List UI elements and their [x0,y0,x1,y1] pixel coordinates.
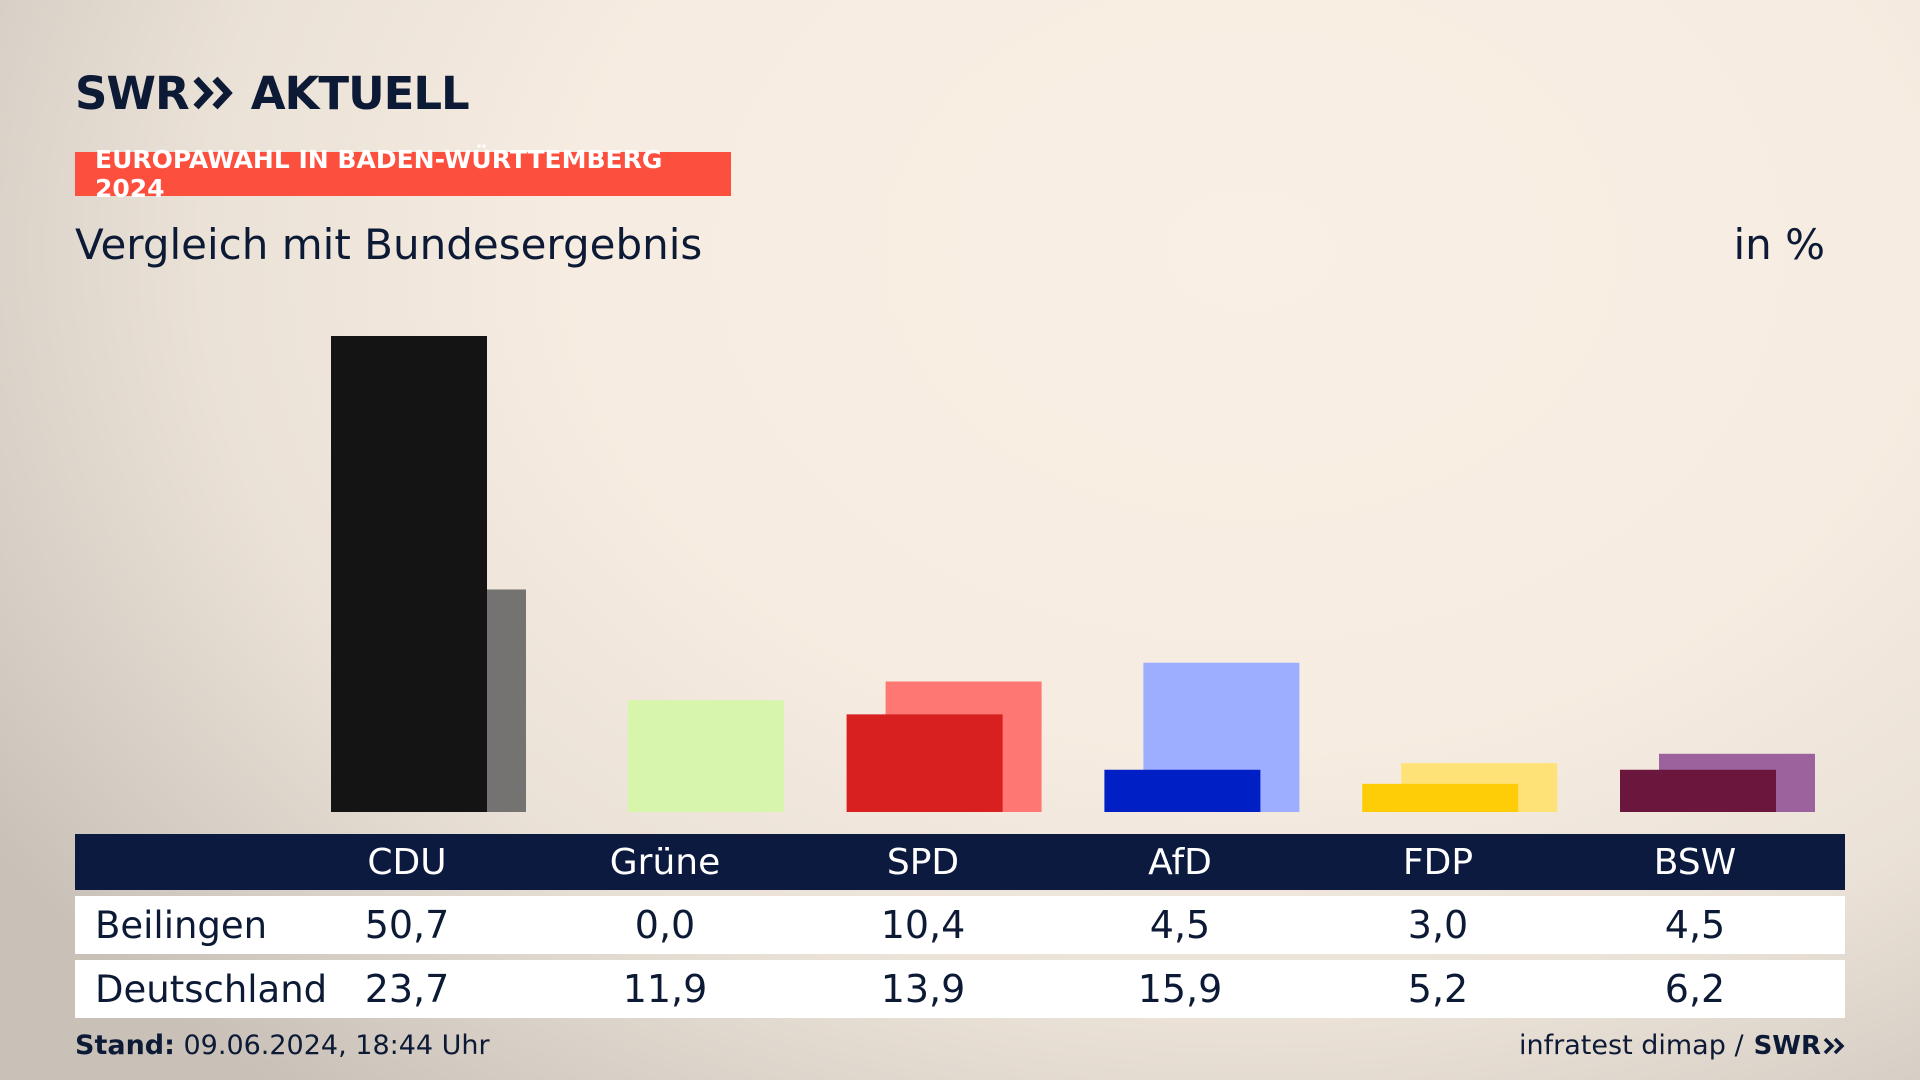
timestamp: Stand: 09.06.2024, 18:44 Uhr [75,1030,490,1061]
table-cell: 5,2 [1407,967,1469,1011]
header-gruene: Grüne [609,841,721,883]
stand-label: Stand: [75,1030,175,1061]
table-cell: 13,9 [880,967,966,1011]
table-cell: 0,0 [634,903,696,947]
table-cell: 4,5 [1149,903,1211,947]
row-label: Deutschland [95,967,328,1011]
results-table: CDU Grüne SPD AfD FDP BSW Beilingen 50,7… [75,834,1845,1018]
unit-label: in % [1733,220,1825,269]
table-cell: 10,4 [880,903,966,947]
header-bsw: BSW [1653,841,1737,883]
bar-bsw-beilingen [1620,769,1776,812]
table-header: CDU Grüne SPD AfD FDP BSW [75,834,1845,890]
source-credit: infratest dimap / SWR [1519,1030,1845,1061]
logo-text-swr: SWR [75,66,190,120]
table-cell: 50,7 [364,903,450,947]
bar-afd-beilingen [1104,769,1261,812]
swr-aktuell-logo: SWR AKTUELL [75,66,470,120]
header-spd: SPD [886,841,960,883]
table-row: Beilingen 50,7 0,0 10,4 4,5 3,0 4,5 [75,896,1845,954]
header-cdu: CDU [367,841,447,883]
stand-value: 09.06.2024, 18:44 Uhr [174,1030,490,1061]
chart-subtitle: Vergleich mit Bundesergebnis [75,220,703,269]
table-cell: 6,2 [1664,967,1726,1011]
source-text: infratest dimap / [1519,1030,1744,1061]
table-cell: 11,9 [622,967,708,1011]
swr-small-logo-text: SWR [1753,1030,1821,1061]
double-chevron-icon [193,76,233,110]
bar-cdu-beilingen [331,336,487,812]
table-cell: 23,7 [364,967,450,1011]
double-chevron-icon [1823,1037,1845,1054]
bar-grüne-deutschland [627,700,784,812]
table-cell: 4,5 [1664,903,1726,947]
table-row: Deutschland 23,7 11,9 13,9 15,9 5,2 6,2 [75,960,1845,1018]
logo-text-aktuell: AKTUELL [250,66,470,120]
table-cell: 15,9 [1137,967,1223,1011]
bar-fdp-beilingen [1362,783,1519,812]
header-afd: AfD [1148,841,1212,883]
header-fdp: FDP [1402,841,1474,883]
table-cell: 3,0 [1407,903,1469,947]
bar-spd-beilingen [846,714,1003,812]
row-label: Beilingen [95,903,268,947]
